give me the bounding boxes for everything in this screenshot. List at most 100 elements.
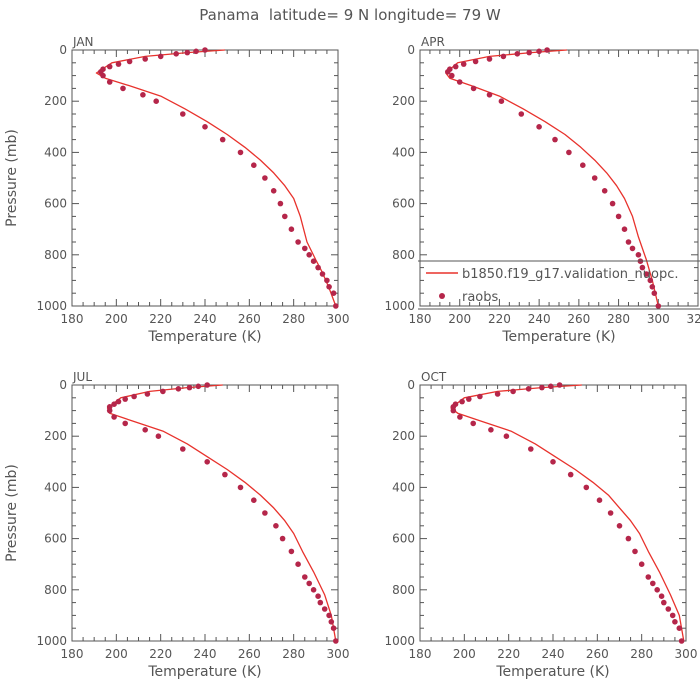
oct-raobs-point: [607, 510, 614, 516]
jul-raobs-point: [175, 386, 182, 392]
oct-raobs-point: [466, 396, 472, 402]
apr-raobs-point: [449, 72, 455, 79]
jul-raobs-point: [204, 382, 210, 388]
oct-raobs-point: [678, 638, 685, 644]
apr-xtick-label: 220: [488, 312, 511, 326]
panel-jan: 180 200 220 240 260 280 300 0 200 400 600 800 1000 JA…: [4, 35, 349, 345]
apr-raobs-point: [566, 149, 572, 156]
jan-xtick-label: 240: [194, 312, 217, 326]
oct-raobs-point: [459, 398, 465, 405]
jan-ytick-label: 400: [44, 145, 67, 159]
jan-raobs-point: [306, 252, 313, 258]
jan-y-axis-label: Pressure (mb): [4, 129, 20, 227]
jul-raobs-point: [115, 398, 122, 405]
jan-raobs-point: [115, 61, 122, 67]
apr-ytick-label: 200: [392, 94, 415, 108]
apr-raobs-point: [544, 47, 550, 53]
oct-raobs-point: [658, 593, 665, 599]
apr-xtick-label: 180: [409, 312, 432, 326]
jul-ytick-label: 1000: [36, 634, 67, 648]
jul-raobs-point: [333, 638, 339, 644]
jul-raobs-point: [160, 388, 166, 395]
jul-raobs-point: [306, 580, 313, 587]
oct-model-line: [450, 384, 685, 642]
apr-raobs-point: [472, 58, 479, 65]
legend-obs-swatch: [439, 293, 445, 299]
jan-ytick-label: 800: [44, 248, 67, 262]
apr-panel-label: APR: [421, 35, 445, 49]
jul-raobs-point: [310, 587, 317, 593]
jul-raobs-point: [106, 407, 113, 414]
oct-raobs-point: [625, 535, 632, 542]
apr-raobs-point: [580, 162, 586, 168]
jul-raobs-point: [204, 459, 210, 465]
jan-raobs-point: [193, 48, 199, 55]
apr-raobs-point: [647, 277, 654, 284]
jul-raobs-point: [328, 619, 335, 625]
jul-raobs-point: [111, 401, 117, 408]
jan-ytick-label: 600: [44, 197, 67, 211]
apr-raobs-point: [651, 290, 658, 297]
jul-raobs-point: [295, 561, 301, 567]
jan-ytick-label: 1000: [36, 299, 67, 313]
oct-raobs-point: [616, 523, 623, 529]
jul-raobs-point: [131, 393, 137, 400]
jul-raobs-point: [321, 606, 328, 612]
oct-plot-frame: [419, 384, 687, 642]
apr-raobs-point: [526, 49, 532, 56]
apr-ytick-label: 0: [407, 43, 415, 57]
jul-xtick-label: 220: [149, 647, 172, 661]
apr-xtick-label: 320: [687, 312, 700, 326]
jan-raobs-point: [319, 271, 326, 277]
apr-raobs-point: [552, 136, 558, 143]
jul-xtick-label: 280: [282, 647, 305, 661]
jan-raobs-point: [173, 51, 179, 57]
jan-raobs-point: [106, 79, 113, 85]
apr-raobs-point: [486, 92, 493, 98]
apr-raobs-point: [655, 303, 662, 309]
jan-raobs-point: [142, 56, 148, 62]
apr-ytick-label: 400: [392, 145, 415, 159]
apr-xtick-label: 240: [528, 312, 551, 326]
jan-raobs-point: [333, 303, 339, 309]
jul-raobs-point: [142, 427, 148, 433]
oct-ytick-label: 0: [407, 378, 415, 392]
apr-raobs-point: [536, 48, 542, 55]
jan-raobs-point: [277, 200, 284, 207]
jan-raobs-point: [326, 284, 332, 290]
jan-raobs-point: [140, 92, 146, 98]
oct-ytick-label: 600: [392, 532, 415, 546]
oct-panel-label: OCT: [421, 370, 447, 384]
oct-ytick-label: 800: [392, 583, 415, 597]
jan-xtick-label: 220: [149, 312, 172, 326]
jan-raobs-point: [295, 239, 301, 245]
oct-ytick-label: 400: [392, 480, 415, 494]
apr-ytick-label: 600: [392, 197, 415, 211]
oct-raobs-point: [539, 384, 545, 391]
jul-raobs-point: [251, 497, 257, 504]
jul-y-axis-label: Pressure (mb): [4, 464, 20, 562]
oct-raobs-point: [510, 388, 516, 395]
apr-raobs-point: [639, 264, 646, 271]
jan-raobs-point: [219, 136, 226, 143]
oct-raobs-point: [676, 625, 683, 631]
jul-xtick-label: 240: [194, 647, 217, 661]
jan-xtick-label: 180: [61, 312, 84, 326]
jan-raobs-point: [324, 277, 330, 284]
jan-raobs-point: [180, 111, 186, 117]
apr-raobs-point: [601, 188, 608, 194]
jan-model-line: [95, 49, 337, 307]
apr-raobs-point: [514, 51, 521, 57]
apr-raobs-point: [518, 111, 525, 117]
apr-raobs-point: [635, 252, 642, 258]
jul-raobs-point: [273, 523, 279, 529]
apr-raobs-point: [470, 85, 477, 92]
jan-raobs-point: [237, 149, 244, 156]
oct-raobs-point: [494, 391, 501, 397]
apr-raobs-point: [625, 239, 632, 245]
oct-raobs-point: [450, 407, 457, 414]
apr-raobs-point: [615, 213, 622, 220]
jan-x-axis-label: Temperature (K): [147, 329, 261, 345]
jan-raobs-point: [126, 58, 133, 65]
